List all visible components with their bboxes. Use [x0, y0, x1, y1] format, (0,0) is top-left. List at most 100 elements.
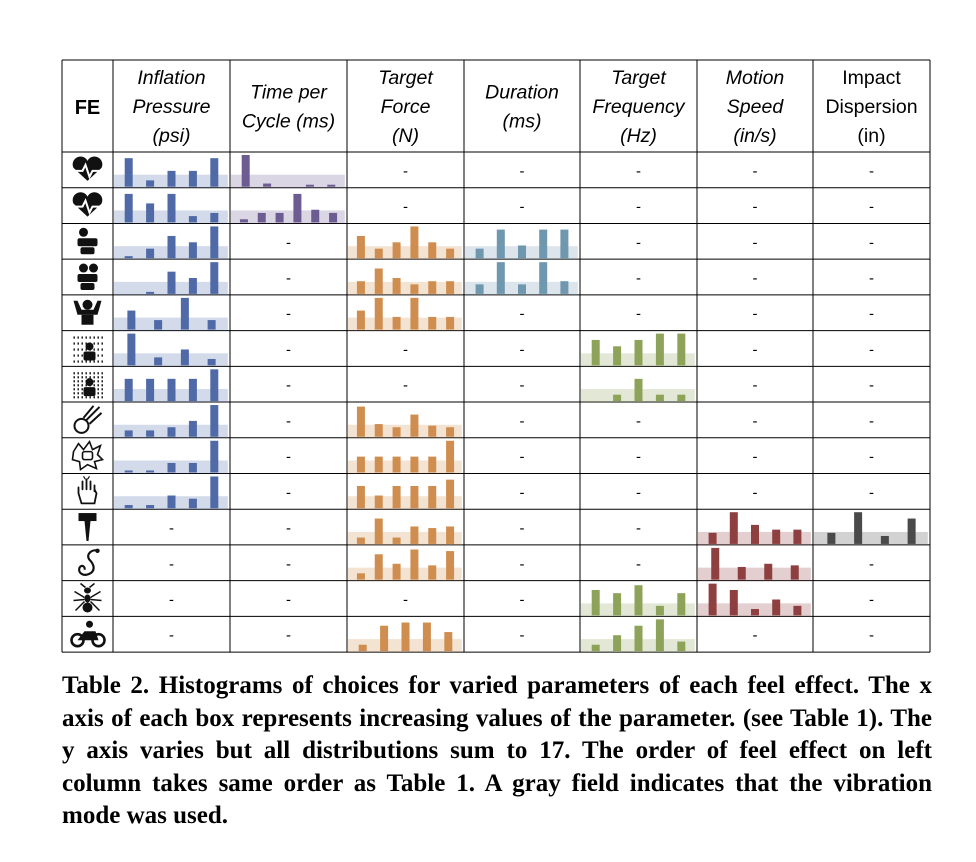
histogram-bar	[428, 565, 437, 580]
histogram-bar	[374, 248, 383, 259]
empty-cell-marker: -	[753, 234, 758, 251]
histogram-bar	[475, 284, 484, 294]
histogram-bar	[410, 485, 419, 509]
empty-cell-marker: -	[520, 377, 525, 394]
histogram-bar	[380, 625, 389, 652]
histogram-bar	[446, 427, 455, 437]
histogram-bar	[207, 358, 216, 366]
histogram-bar	[708, 532, 717, 544]
column-header-line: Speed	[727, 96, 785, 118]
empty-cell-marker: -	[520, 520, 525, 537]
empty-cell-marker: -	[286, 484, 291, 501]
histogram-bar	[210, 440, 219, 473]
empty-cell-marker: -	[869, 627, 874, 644]
histogram-bar	[560, 281, 569, 294]
histogram-bar	[475, 248, 484, 259]
histogram-bar	[793, 605, 802, 616]
histogram-bar	[188, 278, 197, 294]
column-header-line: Target	[378, 67, 434, 89]
histogram-bar	[827, 532, 836, 544]
empty-cell-marker: -	[520, 199, 525, 216]
histogram-bar	[124, 256, 133, 259]
histogram-bar	[401, 622, 410, 652]
column-header-line: Frequency	[592, 96, 685, 118]
column-header-line: (in/s)	[733, 125, 776, 147]
histogram-bar	[634, 339, 643, 366]
empty-cell-marker: -	[286, 413, 291, 430]
histogram-bar	[446, 440, 455, 473]
person-hug-icon	[77, 227, 98, 255]
histogram-bar	[167, 378, 176, 402]
histogram-bar	[751, 524, 759, 544]
histogram-bar	[180, 297, 189, 330]
empty-cell-marker: -	[286, 306, 291, 323]
histogram-bar	[305, 184, 314, 187]
empty-cell-marker: -	[753, 449, 758, 466]
empty-cell-marker: -	[403, 199, 408, 216]
histogram-bar	[793, 529, 802, 544]
empty-cell-marker: -	[869, 556, 874, 573]
histogram-bar	[188, 378, 197, 402]
histogram-bar	[410, 284, 419, 294]
histogram-bar	[444, 632, 453, 652]
histogram-bar	[167, 193, 176, 223]
person-heavy-rain-icon	[73, 372, 103, 399]
column-header-line: Target	[611, 67, 667, 89]
histogram-bar	[127, 333, 136, 366]
histogram-bar	[711, 547, 720, 580]
histogram-bar	[392, 427, 401, 437]
histogram-bar	[880, 535, 889, 544]
histogram-bar	[146, 248, 155, 259]
column-header-line: Pressure	[132, 96, 210, 118]
column-header-line: (N)	[392, 125, 419, 147]
histogram-bar	[708, 583, 717, 616]
histogram-bar	[311, 209, 320, 223]
empty-cell-marker: -	[636, 270, 641, 287]
column-header-line: Motion	[726, 67, 785, 89]
empty-cell-marker: -	[753, 413, 758, 430]
histogram-bar	[539, 229, 548, 259]
histogram-bar	[613, 346, 622, 366]
empty-cell-marker: -	[520, 484, 525, 501]
empty-cell-marker: -	[286, 341, 291, 358]
histogram-bar	[764, 563, 773, 580]
histogram-bar	[210, 226, 219, 259]
motorcycle-icon	[70, 620, 106, 648]
empty-cell-marker: -	[520, 163, 525, 180]
empty-cell-marker: -	[636, 484, 641, 501]
histogram-bar	[188, 462, 197, 473]
histogram-field	[231, 174, 345, 188]
group-hug-icon	[77, 263, 98, 291]
column-header-line: (in)	[857, 125, 885, 147]
histogram-bar	[446, 281, 455, 294]
empty-cell-marker: -	[753, 199, 758, 216]
histogram-bar	[146, 505, 155, 509]
histogram-bar	[374, 554, 383, 580]
empty-cell-marker: -	[286, 449, 291, 466]
histogram-bar	[124, 430, 133, 437]
histogram-bar	[428, 528, 437, 544]
histogram-bar	[428, 485, 437, 509]
histogram-bar	[124, 378, 133, 402]
histogram-bar	[124, 470, 133, 473]
empty-cell-marker: -	[520, 413, 525, 430]
histogram-field	[348, 567, 462, 581]
histogram-bar	[374, 518, 383, 544]
histogram-bar	[634, 585, 643, 616]
empty-cell-marker: -	[753, 627, 758, 644]
histogram-bar	[275, 212, 284, 223]
histogram-bar	[257, 212, 266, 223]
empty-cell-marker: -	[286, 377, 291, 394]
empty-cell-marker: -	[636, 413, 641, 430]
histogram-bar	[167, 427, 176, 437]
empty-cell-marker: -	[286, 556, 291, 573]
histogram-bar	[428, 281, 437, 294]
column-header-line: Impact	[842, 67, 901, 89]
table-caption: Table 2. Histograms of choices for varie…	[62, 672, 932, 829]
empty-cell-marker: -	[169, 520, 174, 537]
histogram-field	[114, 317, 228, 331]
empty-cell-marker: -	[636, 520, 641, 537]
empty-cell-marker: -	[636, 556, 641, 573]
histogram-bar	[772, 529, 781, 544]
histogram-bar	[428, 456, 437, 473]
